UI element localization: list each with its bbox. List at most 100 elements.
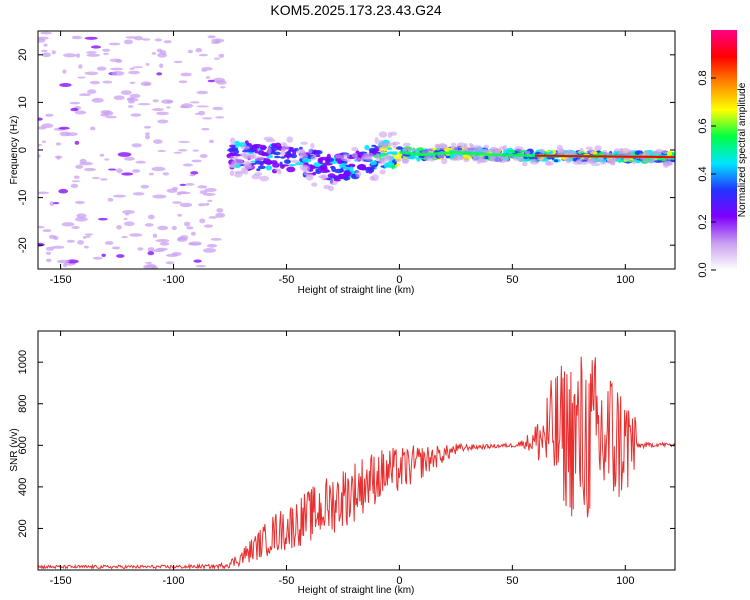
noise-blob: [198, 110, 206, 116]
noise-blob: [112, 194, 127, 198]
noise-blob: [126, 97, 139, 102]
noise-blob: [86, 235, 91, 238]
noise-blob: [124, 156, 135, 161]
noise-blob: [173, 60, 183, 64]
noise-blob: [98, 217, 108, 221]
noise-blob: [131, 169, 141, 173]
noise-blob: [49, 201, 55, 206]
noise-blob: [172, 201, 182, 204]
noise-blob: [210, 238, 222, 241]
spectral-blob: [396, 146, 403, 150]
noise-blob: [203, 248, 216, 253]
noise-blob: [38, 226, 45, 229]
halo-blob: [421, 150, 427, 154]
noise-blob: [108, 42, 121, 46]
spectral-blob: [334, 168, 344, 174]
halo-blob: [259, 175, 270, 182]
halo-blob: [566, 149, 574, 154]
noise-blob: [159, 63, 164, 69]
noise-blob: [145, 134, 150, 140]
halo-blob: [463, 143, 468, 150]
noise-blob: [70, 107, 79, 112]
spectral-blob: [259, 144, 267, 151]
noise-blob: [207, 199, 213, 202]
noise-blob: [116, 225, 122, 230]
noise-blob: [151, 166, 166, 172]
noise-blob: [86, 53, 101, 57]
halo-blob: [308, 148, 313, 154]
noise-blob: [208, 216, 218, 219]
spectral-blob: [325, 158, 330, 165]
noise-blob: [166, 106, 171, 109]
noise-blob: [190, 231, 196, 236]
spectral-blob: [386, 151, 395, 155]
noise-blob: [58, 188, 69, 194]
spectral-blob: [331, 166, 336, 172]
spectral-blob: [228, 147, 239, 152]
noise-blob: [210, 41, 221, 45]
halo-blob: [632, 158, 637, 165]
spectral-blob: [326, 153, 331, 160]
noise-blob: [123, 39, 133, 45]
noise-blob: [171, 252, 182, 256]
spectral-blob: [247, 149, 256, 153]
halo-blob: [524, 150, 531, 155]
spectral-blob: [257, 165, 266, 170]
noise-blob: [84, 233, 94, 236]
halo-blob: [354, 157, 361, 162]
halo-blob: [378, 158, 387, 165]
noise-blob: [199, 190, 208, 195]
noise-blob: [143, 83, 151, 86]
noise-blob: [55, 142, 62, 146]
spectral-blob: [654, 160, 663, 163]
noise-blob: [195, 265, 207, 268]
noise-blob: [161, 99, 174, 104]
halo-blob: [594, 145, 602, 152]
noise-blob: [90, 45, 102, 49]
noise-blob: [42, 229, 52, 233]
spectral-blob: [254, 160, 265, 165]
halo-blob: [424, 154, 431, 162]
noise-blob: [111, 246, 121, 250]
noise-blob: [135, 160, 146, 164]
halo-blob: [587, 158, 593, 163]
spectral-blob: [265, 165, 273, 171]
noise-blob: [204, 188, 217, 192]
halo-blob: [229, 137, 236, 145]
noise-blob: [78, 93, 92, 97]
halo-blob: [614, 148, 620, 153]
snr-ylabel: SNR (v/v): [9, 428, 20, 471]
spectral-blob: [445, 155, 451, 159]
halo-blob: [428, 154, 436, 162]
noise-blob: [182, 163, 193, 167]
spectral-blob: [345, 164, 356, 168]
noise-blob: [73, 175, 80, 179]
noise-blob: [56, 259, 70, 264]
x-tick-label: -100: [163, 575, 185, 587]
halo-blob: [234, 170, 243, 174]
noise-blob: [220, 86, 226, 89]
noise-blob: [102, 111, 114, 116]
noise-blob: [130, 113, 142, 117]
halo-blob: [267, 147, 272, 155]
spectral-blob: [319, 168, 330, 173]
halo-blob: [620, 148, 631, 155]
noise-blob: [218, 53, 225, 58]
halo-blob: [234, 172, 243, 178]
noise-blob: [162, 172, 170, 176]
noise-blob: [147, 247, 155, 252]
noise-blob: [56, 155, 61, 160]
noise-blob: [213, 57, 221, 60]
noise-blob: [151, 52, 156, 55]
noise-blob: [128, 70, 141, 75]
halo-blob: [652, 150, 661, 156]
noise-blob: [78, 64, 83, 69]
noise-blob: [102, 48, 111, 52]
noise-blob: [165, 261, 175, 265]
noise-blob: [48, 234, 56, 239]
noise-blob: [180, 72, 192, 77]
halo-blob: [499, 146, 506, 151]
noise-blob: [62, 69, 67, 74]
noise-blob: [76, 213, 87, 219]
colorbar-scale: [711, 30, 737, 270]
